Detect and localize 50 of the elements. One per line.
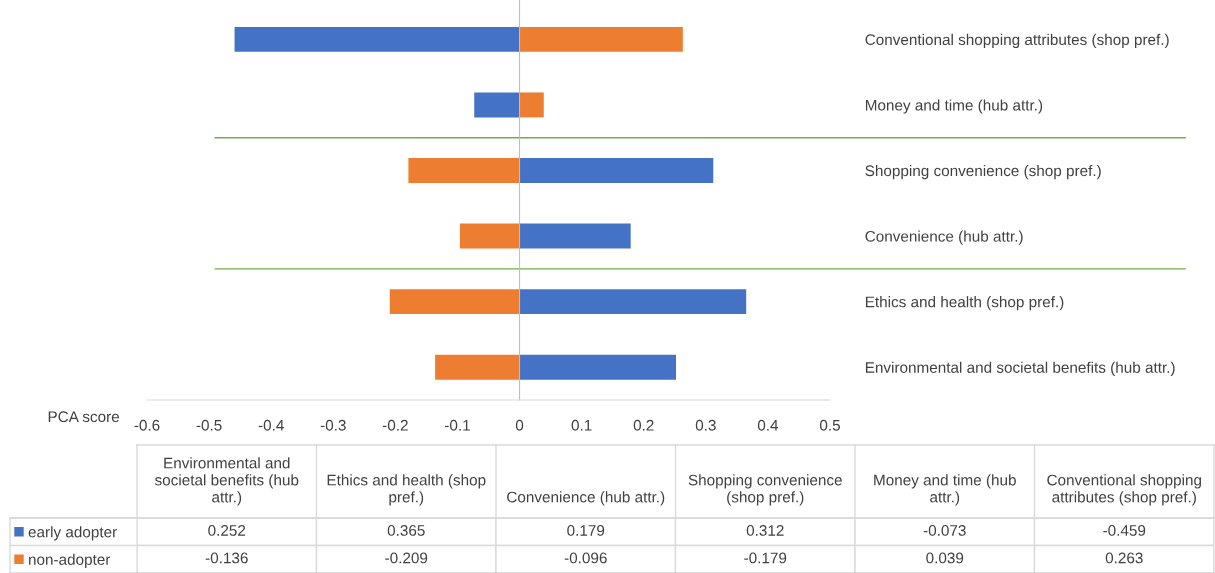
bar — [459, 223, 520, 249]
x-tick-label: 0.5 — [819, 419, 840, 431]
x-tick-label: 0 — [515, 419, 524, 431]
data-label: 0.365 — [387, 525, 425, 536]
bar — [408, 158, 520, 183]
bar — [519, 354, 677, 380]
x-tick-label: -0.1 — [444, 419, 470, 431]
data-label: 0.312 — [746, 525, 784, 536]
x-tick-label: 0.1 — [571, 419, 592, 431]
data-label: 0.252 — [208, 525, 246, 536]
y-tick-label: Money and time (hub attr.) — [865, 99, 1043, 114]
data-label: 0.039 — [926, 552, 964, 564]
x-tick-label: 0.4 — [757, 419, 779, 431]
data-label: -0.459 — [1103, 525, 1146, 536]
data-label: -0.179 — [744, 552, 787, 564]
bar — [519, 26, 683, 52]
x-tick-label: -0.3 — [320, 419, 346, 431]
bar — [234, 26, 520, 52]
x-axis-title: PCA score — [48, 411, 119, 423]
x-tick-label: Ethics and health (shop pref.) — [327, 474, 486, 506]
x-tick-label: 0.2 — [633, 419, 654, 431]
y-tick-label: Convenience (hub attr.) — [865, 230, 1023, 245]
bar — [519, 158, 714, 183]
y-tick-label: Conventional shopping attributes (shop pref.) — [865, 33, 1169, 49]
data-label: 0.263 — [1105, 552, 1143, 564]
y-tick-label: non-adopter — [29, 553, 111, 568]
x-tick-label: Environmental and societal benefits (hub attr.) — [154, 457, 299, 506]
x-tick-label: -0.4 — [258, 419, 284, 431]
bar — [474, 92, 520, 118]
bar — [519, 92, 544, 118]
data-label: 0.179 — [567, 525, 605, 536]
data-label: -0.136 — [205, 552, 248, 564]
data-label: -0.073 — [923, 525, 966, 536]
x-tick-label: -0.5 — [196, 419, 222, 431]
data-label: -0.096 — [564, 552, 607, 564]
bar — [519, 223, 631, 249]
x-tick-label: -0.2 — [382, 419, 408, 431]
bar — [519, 289, 747, 315]
data-label: -0.209 — [385, 552, 428, 564]
x-tick-label: Convenience (hub attr.) — [507, 491, 665, 506]
x-tick-label: Conventional shopping attributes (shop pref.) — [1047, 474, 1201, 506]
x-tick-label: -0.6 — [134, 419, 160, 431]
bar — [389, 289, 520, 315]
y-tick-label: early adopter — [28, 526, 117, 541]
y-tick-label: Shopping convenience (shop pref.) — [865, 164, 1101, 180]
y-tick-label: Environmental and societal benefits (hub attr.) — [865, 361, 1175, 376]
x-tick-label: Shopping convenience (shop pref.) — [688, 474, 842, 506]
x-tick-label: 0.3 — [695, 419, 716, 431]
bar — [435, 354, 520, 380]
y-tick-label: Ethics and health (shop pref.) — [865, 296, 1064, 311]
